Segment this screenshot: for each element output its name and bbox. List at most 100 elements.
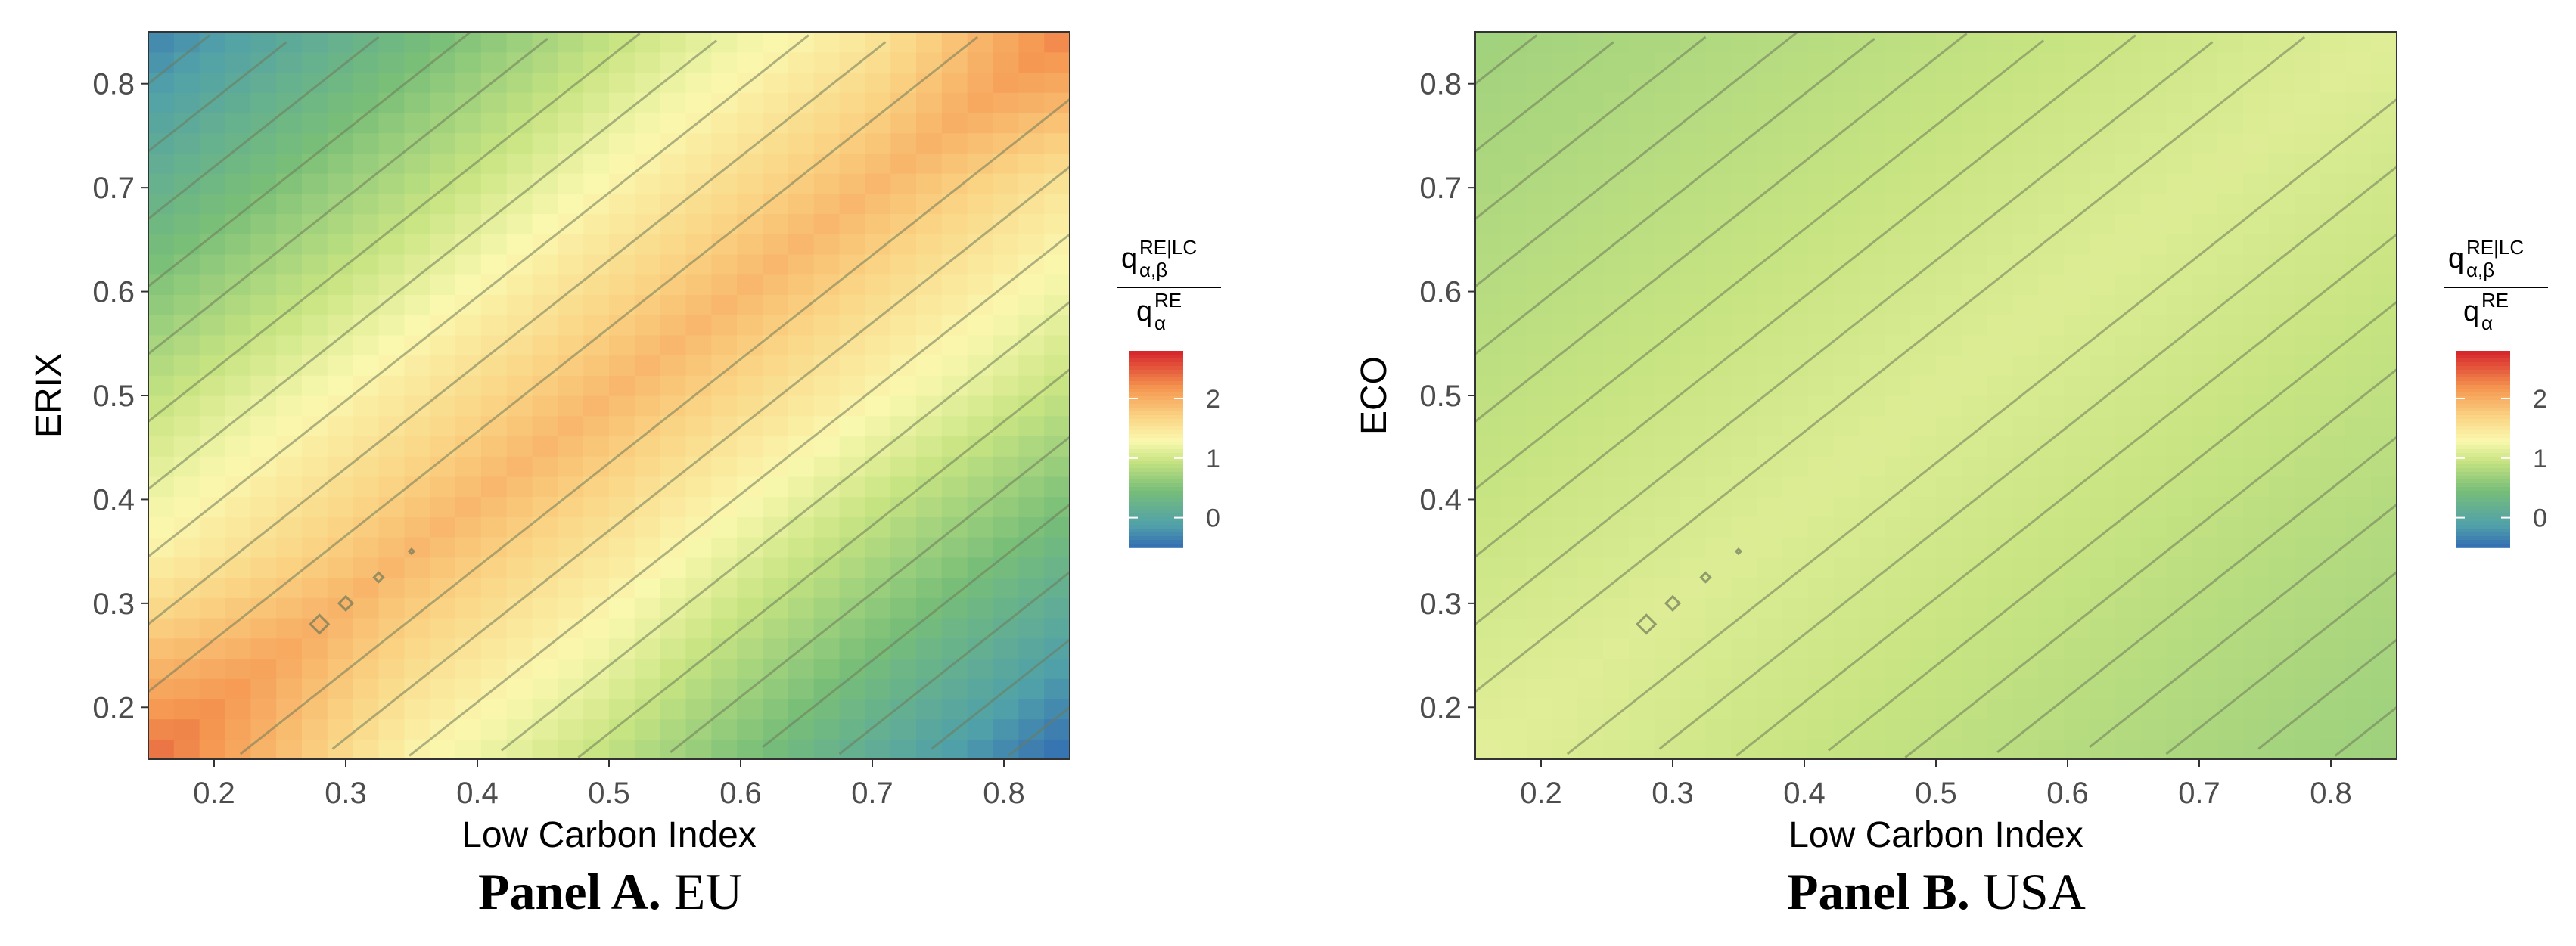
colorbar-segment xyxy=(1129,502,1183,507)
heatmap-cell xyxy=(173,112,200,134)
heatmap-cell xyxy=(2166,415,2192,437)
heatmap-cell xyxy=(1629,72,1655,93)
heatmap-cell xyxy=(788,617,815,639)
heatmap-cell xyxy=(1807,193,1835,215)
heatmap-cell xyxy=(993,698,1019,720)
colorbar-segment xyxy=(2456,396,2510,401)
heatmap-cell xyxy=(1654,72,1681,93)
heatmap-cell xyxy=(199,153,226,174)
heatmap-cell xyxy=(430,496,456,517)
heatmap-cell xyxy=(2012,496,2039,517)
heatmap-cell xyxy=(1782,274,1809,295)
heatmap-cell xyxy=(1629,577,1655,598)
heatmap-cell xyxy=(1018,476,1045,498)
heatmap-cell xyxy=(327,173,354,194)
heatmap-cell xyxy=(890,51,917,73)
heatmap-cell xyxy=(1757,436,1783,457)
heatmap-cell xyxy=(532,72,558,93)
heatmap-cell xyxy=(660,698,687,720)
colorbar-segment xyxy=(2456,358,2510,363)
heatmap-cell xyxy=(685,234,712,255)
heatmap-cell xyxy=(813,132,841,154)
heatmap-cell xyxy=(250,678,277,699)
heatmap-cell xyxy=(353,355,380,376)
heatmap-cell xyxy=(1603,253,1630,275)
heatmap-cell xyxy=(173,739,200,760)
heatmap-cell xyxy=(1044,577,1070,598)
heatmap-cell xyxy=(225,274,251,295)
heatmap-cell xyxy=(967,516,994,538)
heatmap-cell xyxy=(685,72,712,93)
heatmap-cell xyxy=(1654,153,1681,174)
heatmap-cell xyxy=(532,274,558,295)
heatmap-cell xyxy=(430,32,456,53)
heatmap-cell xyxy=(558,193,584,215)
heatmap-cell xyxy=(1500,234,1527,255)
heatmap-cell xyxy=(1859,617,1885,639)
heatmap-cell xyxy=(583,32,610,53)
contour-line xyxy=(1658,166,2397,750)
heatmap-cell xyxy=(199,739,226,760)
heatmap-cell xyxy=(916,234,943,255)
heatmap-cell xyxy=(2320,516,2346,538)
heatmap-cell xyxy=(2217,739,2244,760)
heatmap-cell xyxy=(1680,415,1707,437)
heatmap-cell xyxy=(2090,92,2116,113)
heatmap-cell xyxy=(1910,577,1937,598)
heatmap-cell xyxy=(353,496,380,517)
heatmap-cell xyxy=(1526,253,1553,275)
heatmap-cell xyxy=(404,72,430,93)
heatmap-cell xyxy=(2140,456,2167,477)
heatmap-cell xyxy=(2243,496,2270,517)
contour-line xyxy=(331,166,1070,750)
heatmap-cell xyxy=(1807,395,1835,417)
heatmap-cell xyxy=(609,537,635,558)
heatmap-cell xyxy=(1577,153,1604,174)
heatmap-cell xyxy=(763,678,789,699)
heatmap-cell xyxy=(1552,496,1578,517)
heatmap-cell xyxy=(480,51,508,73)
heatmap-cell xyxy=(1885,718,1911,740)
heatmap-cell xyxy=(2140,112,2167,134)
heatmap-cell xyxy=(250,274,277,295)
heatmap-cell xyxy=(737,173,763,194)
heatmap-cell xyxy=(941,597,968,619)
heatmap-cell xyxy=(1885,456,1911,477)
heatmap-cell xyxy=(378,718,405,740)
heatmap-cell xyxy=(250,153,277,174)
heatmap-cell xyxy=(199,597,226,619)
heatmap-cell xyxy=(430,132,456,154)
heatmap-cell xyxy=(2166,678,2192,699)
heatmap-cell xyxy=(1731,315,1757,336)
heatmap-cell xyxy=(1629,334,1655,356)
colorbar-label: 2 xyxy=(1206,385,1220,414)
x-axis-label: Low Carbon Index xyxy=(1788,815,2083,855)
heatmap-cell xyxy=(276,153,303,174)
heatmap-cell xyxy=(634,51,661,73)
heatmap-cell xyxy=(353,32,380,53)
heatmap-cell xyxy=(404,173,430,194)
heatmap-cell xyxy=(1910,234,1937,255)
heatmap-cell xyxy=(1961,72,1988,93)
heatmap-cell xyxy=(173,537,200,558)
heatmap-cell xyxy=(916,294,943,315)
heatmap-cell xyxy=(2345,698,2372,720)
colorbar-segment xyxy=(2456,513,2510,518)
heatmap-cell xyxy=(1044,193,1070,215)
heatmap-cell xyxy=(2090,355,2116,376)
colorbar-segment xyxy=(1129,419,1183,423)
heatmap-cell xyxy=(685,496,712,517)
colorbar-segment xyxy=(1129,374,1183,378)
heatmap-cell xyxy=(250,112,277,134)
heatmap-cell xyxy=(302,456,328,477)
heatmap-cell xyxy=(1654,173,1681,194)
colorbar-segment xyxy=(1129,385,1183,389)
heatmap-cell xyxy=(2345,739,2372,760)
heatmap-cell xyxy=(865,395,891,417)
heatmap-cell xyxy=(276,334,303,356)
heatmap-cell xyxy=(1475,253,1502,275)
heatmap-cell xyxy=(711,213,738,234)
heatmap-cell xyxy=(941,476,968,498)
heatmap-cell xyxy=(1936,72,1962,93)
heatmap-cell xyxy=(609,274,635,295)
